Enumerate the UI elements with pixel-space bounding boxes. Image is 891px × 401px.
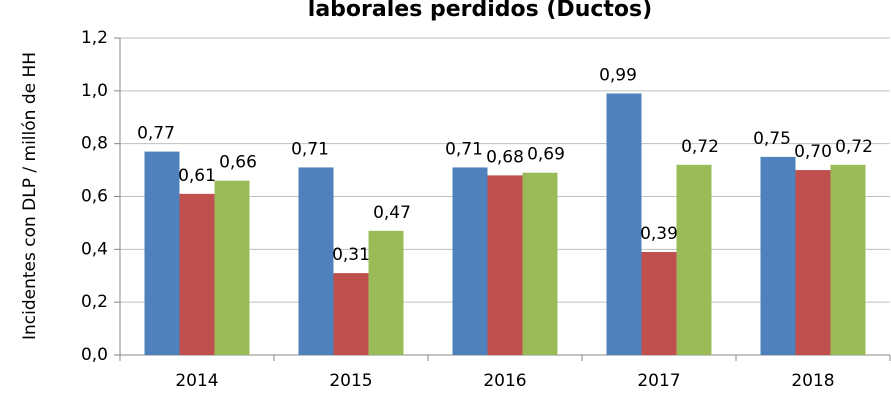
x-tick-label: 2018 [791,371,834,391]
y-tick-label: 1,2 [81,28,108,48]
bar [368,230,404,355]
data-label: 0,72 [835,137,873,157]
bar [830,164,866,355]
y-tick-label: 0,4 [81,239,108,259]
bar [452,167,488,355]
bar [298,167,334,355]
x-tick-label: 2014 [175,371,218,391]
bar [522,172,558,355]
bar [214,180,250,355]
chart-title: laborales perdidos (Ductos) [308,0,652,22]
data-label: 0,68 [486,147,524,167]
x-tick-label: 2016 [483,371,526,391]
bar [760,156,796,355]
data-label: 0,69 [527,145,565,165]
bar [606,93,642,355]
bar [641,251,677,355]
data-label: 0,66 [219,153,257,173]
data-label: 0,99 [599,65,637,85]
bar [676,164,712,355]
data-label: 0,61 [178,166,216,186]
data-label: 0,47 [373,203,411,223]
data-label: 0,75 [753,129,791,149]
y-tick-label: 0,2 [81,292,108,312]
y-tick-label: 0,6 [81,187,108,207]
bar [333,273,369,355]
x-tick-label: 2015 [329,371,372,391]
data-label: 0,39 [640,224,678,244]
bar [795,170,831,355]
data-label: 0,70 [794,142,832,162]
bar [144,151,180,355]
y-tick-label: 0,0 [81,345,108,365]
data-label: 0,77 [137,124,175,144]
bar [179,193,215,355]
data-label: 0,31 [332,245,370,265]
data-label: 0,71 [291,139,329,159]
data-label: 0,71 [445,139,483,159]
bar [487,175,523,355]
y-tick-label: 0,8 [81,134,108,154]
x-tick-label: 2017 [637,371,680,391]
y-axis-label: Incidentes con DLP / millón de HH [20,52,40,340]
data-label: 0,72 [681,137,719,157]
y-tick-label: 1,0 [81,81,108,101]
